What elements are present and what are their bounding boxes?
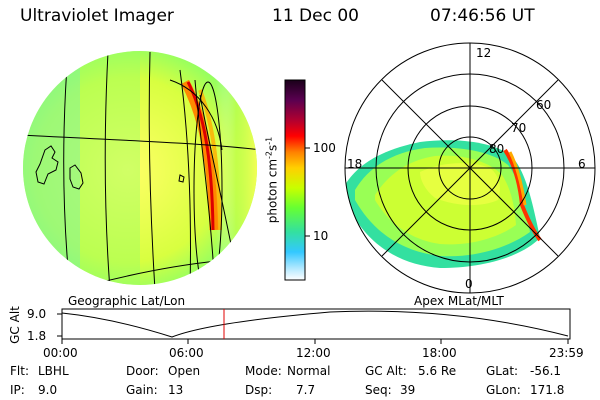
- mlat-label-60: 60: [536, 98, 552, 112]
- flt-value: LBHL: [38, 364, 69, 378]
- seq-value: 39: [400, 383, 416, 397]
- mlt-label-0: 0: [465, 277, 473, 291]
- xtick-0000: 00:00: [43, 346, 78, 360]
- seq-label: Seq:: [365, 383, 392, 397]
- altitude-plot: [57, 308, 571, 344]
- colorbar-label: photon cm-2s-1: [264, 136, 280, 224]
- time-label: 07:46:56 UT: [430, 6, 535, 26]
- dsp-label: Dsp:: [245, 383, 273, 397]
- altitude-ytick-1-8: 1.8: [27, 329, 47, 343]
- flt-label: Flt:: [10, 364, 29, 378]
- glat-label: GLat:: [486, 364, 519, 378]
- mlt-label-6: 6: [578, 157, 586, 171]
- xtick-0600: 06:00: [169, 346, 204, 360]
- xtick-1800: 18:00: [422, 346, 457, 360]
- door-label: Door:: [126, 364, 159, 378]
- geographic-image: [23, 51, 257, 285]
- mlt-label-12: 12: [476, 46, 492, 60]
- glat-value: -56.1: [530, 364, 562, 378]
- ip-label: IP:: [10, 383, 25, 397]
- ip-value: 9.0: [38, 383, 58, 397]
- instrument-title: Ultraviolet Imager: [20, 6, 174, 26]
- dsp-value: 7.7: [296, 383, 316, 397]
- xtick-2359: 23:59: [549, 346, 584, 360]
- altitude-ylabel: GC Alt: [7, 306, 22, 344]
- altitude-ytick-9: 9.0: [27, 307, 47, 321]
- glon-value: 171.8: [530, 383, 565, 397]
- mode-label: Mode:: [245, 364, 282, 378]
- date-label: 11 Dec 00: [272, 6, 359, 26]
- gain-label: Gain:: [126, 383, 158, 397]
- door-value: Open: [168, 364, 201, 378]
- gain-value: 13: [168, 383, 184, 397]
- gcalt-label: GC Alt:: [365, 364, 407, 378]
- colorbar-tick-100: 100: [313, 141, 336, 155]
- mlt-label-18: 18: [347, 157, 363, 171]
- left-panel-caption: Geographic Lat/Lon: [68, 294, 186, 308]
- polar-grid: [344, 42, 596, 294]
- xtick-1200: 12:00: [296, 346, 331, 360]
- glon-label: GLon:: [486, 383, 521, 397]
- right-panel-caption: Apex MLat/MLT: [414, 294, 504, 308]
- gcalt-value: 5.6 Re: [418, 364, 457, 378]
- colorbar: [284, 79, 306, 281]
- mode-value: Normal: [287, 364, 331, 378]
- mlat-label-80: 80: [489, 142, 505, 156]
- colorbar-tick-10: 10: [313, 229, 329, 243]
- mlat-label-70: 70: [511, 121, 527, 135]
- polar-image: [345, 140, 542, 268]
